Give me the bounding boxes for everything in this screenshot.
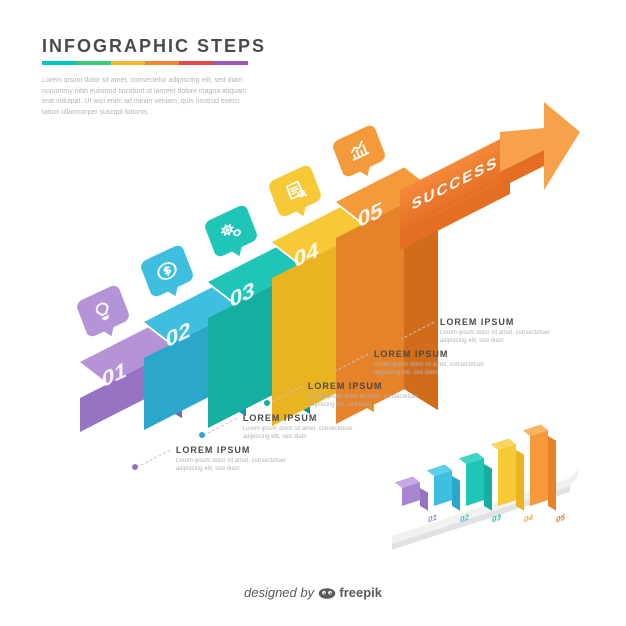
arrow-head-icon (500, 102, 580, 217)
callout-03: LOREM IPSUM Lorem ipsum dolor sit amet, c… (308, 381, 423, 410)
bulb-icon (75, 283, 131, 338)
page-title: INFOGRAPHIC STEPS (42, 36, 266, 57)
callout-connector (136, 450, 170, 468)
callout-body: Lorem ipsum dolor sit amet, consectetuer… (243, 425, 358, 442)
callout-dot (199, 432, 205, 438)
dollar-icon (139, 243, 195, 298)
callout-title: LOREM IPSUM (308, 381, 423, 391)
title-underline (42, 61, 248, 65)
callout-title: LOREM IPSUM (440, 317, 555, 327)
gears-icon (203, 203, 259, 258)
callout-dot (396, 336, 402, 342)
callout-title: LOREM IPSUM (176, 445, 291, 455)
chart-icon (331, 123, 387, 178)
callout-title: LOREM IPSUM (374, 349, 489, 359)
mini-bar-03 (466, 464, 492, 506)
callout-dot (264, 400, 270, 406)
mini-bar-02 (434, 476, 460, 506)
callout-01: LOREM IPSUM Lorem ipsum dolor sit amet, c… (176, 445, 291, 474)
freepik-logo-icon (318, 585, 336, 602)
mini-bar-chart: 01 02 03 04 05 (396, 426, 571, 521)
intro-text: Lorem ipsum dolor sit amet, consectetur … (42, 76, 247, 118)
mini-bar-04 (498, 450, 524, 506)
callout-body: Lorem ipsum dolor sit amet, consectetuer… (308, 393, 423, 410)
callout-04: LOREM IPSUM Lorem ipsum dolor sit amet, c… (374, 349, 489, 378)
callout-body: Lorem ipsum dolor sit amet, consectetuer… (374, 361, 489, 378)
credit-line: designed by freepik (0, 585, 626, 602)
credit-prefix: designed by (244, 585, 318, 600)
credit-brand: freepik (339, 585, 382, 600)
doc-icon (267, 163, 323, 218)
mini-num: 03 (492, 513, 501, 525)
mini-num: 04 (524, 513, 533, 525)
callout-body: Lorem ipsum dolor sit amet, consectetuer… (176, 457, 291, 474)
callout-body: Lorem ipsum dolor sit amet, consectetuer… (440, 329, 555, 346)
callout-title: LOREM IPSUM (243, 413, 358, 423)
mini-bar-05 (530, 436, 556, 506)
callout-dot (132, 464, 138, 470)
mini-num: 05 (556, 513, 565, 525)
callout-dot (330, 368, 336, 374)
callout-02: LOREM IPSUM Lorem ipsum dolor sit amet, c… (243, 413, 358, 442)
callout-05: LOREM IPSUM Lorem ipsum dolor sit amet, c… (440, 317, 555, 346)
mini-bar-01 (402, 488, 428, 506)
